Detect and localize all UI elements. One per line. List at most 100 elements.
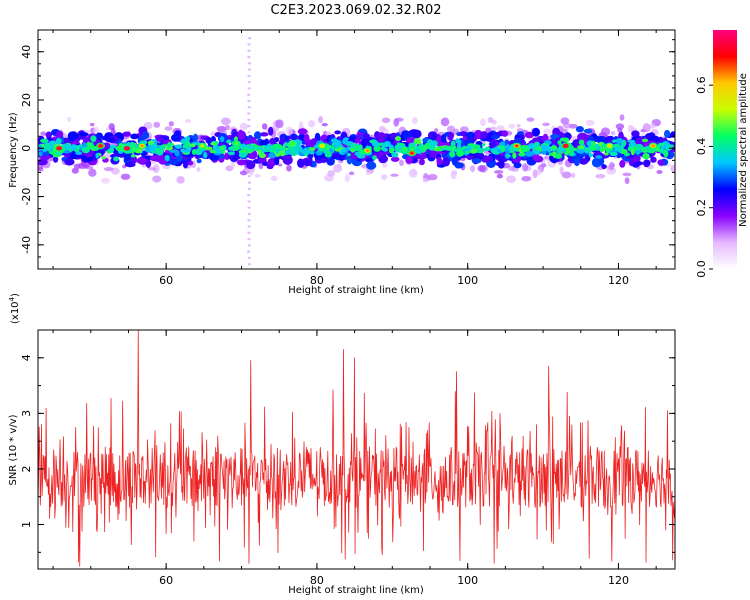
x-tick-label: 60 bbox=[159, 274, 173, 287]
heatmap-cell bbox=[442, 157, 451, 167]
heatmap-cell bbox=[434, 128, 439, 133]
heatmap-cell bbox=[543, 128, 552, 136]
heatmap-cell bbox=[479, 118, 486, 127]
heatmap-cell bbox=[93, 147, 99, 151]
heatmap-cell bbox=[619, 114, 625, 121]
heatmap-cell bbox=[247, 118, 251, 122]
snr-ylabel: SNR (10 * v/v) bbox=[8, 414, 19, 485]
heatmap-cell bbox=[382, 163, 388, 168]
colorbar-tick-label: 0.2 bbox=[695, 199, 708, 217]
heatmap-cell bbox=[398, 159, 404, 167]
heatmap-cell bbox=[277, 163, 283, 167]
heatmap-cell bbox=[247, 168, 251, 172]
heatmap-cell bbox=[441, 134, 447, 143]
heatmap-cell bbox=[247, 80, 251, 84]
heatmap-cell bbox=[152, 164, 160, 174]
heatmap-cell bbox=[516, 123, 521, 128]
heatmap-cell bbox=[268, 152, 276, 159]
heatmap-cell bbox=[562, 137, 570, 143]
heatmap-cell bbox=[203, 151, 208, 159]
heatmap-cell bbox=[56, 137, 62, 145]
heatmap-cell bbox=[469, 148, 478, 154]
heatmap-cell bbox=[103, 166, 114, 172]
heatmap-cell bbox=[665, 145, 671, 151]
heatmap-cell bbox=[431, 133, 437, 141]
heatmap-cell bbox=[449, 151, 456, 158]
heatmap-cell bbox=[282, 155, 293, 165]
heatmap-cell bbox=[532, 153, 540, 162]
heatmap-cell bbox=[238, 129, 244, 140]
heatmap-cell bbox=[440, 117, 450, 127]
heatmap-cell bbox=[615, 123, 625, 130]
heatmap-cell bbox=[234, 136, 238, 141]
heatmap-cell bbox=[620, 143, 625, 149]
heatmap-cell bbox=[603, 152, 609, 156]
heatmap-cell bbox=[588, 153, 594, 158]
heatmap-cell bbox=[532, 149, 541, 155]
heatmap-cell bbox=[541, 145, 550, 152]
heatmap-cell bbox=[542, 122, 550, 127]
heatmap-cell bbox=[70, 144, 78, 150]
heatmap-cell bbox=[247, 237, 251, 241]
heatmap-cell bbox=[288, 140, 297, 147]
heatmap-cell bbox=[433, 147, 441, 152]
heatmap-cell bbox=[366, 172, 371, 176]
heatmap-cell bbox=[247, 256, 251, 260]
heatmap-cell bbox=[293, 145, 303, 152]
heatmap-cell bbox=[321, 123, 328, 127]
heatmap-cell bbox=[42, 147, 51, 151]
heatmap-cell bbox=[130, 133, 140, 140]
heatmap-cell bbox=[506, 175, 517, 183]
heatmap-cell bbox=[389, 148, 395, 152]
heatmap-cell bbox=[109, 144, 117, 149]
heatmap-cell bbox=[182, 144, 187, 149]
heatmap-cell bbox=[362, 133, 370, 139]
heatmap-cell bbox=[132, 146, 137, 153]
heatmap-cell bbox=[497, 160, 505, 169]
heatmap-cell bbox=[456, 150, 465, 157]
heatmap-cell bbox=[635, 150, 642, 154]
heatmap-cell bbox=[600, 127, 611, 136]
heatmap-cell bbox=[663, 150, 669, 158]
heatmap-cell bbox=[81, 146, 91, 154]
heatmap-cell bbox=[378, 125, 386, 132]
x-tick-label: 120 bbox=[608, 274, 629, 287]
heatmap-cell bbox=[576, 149, 585, 154]
heatmap-cell bbox=[516, 131, 524, 136]
heatmap-cell bbox=[145, 159, 152, 169]
heatmap-cell bbox=[610, 130, 616, 136]
snr-xlabel: Height of straight line (km) bbox=[288, 585, 424, 596]
heatmap-cell bbox=[196, 167, 201, 172]
heatmap-cell bbox=[224, 124, 231, 131]
snr-series-line bbox=[38, 330, 675, 567]
heatmap-cell bbox=[601, 164, 607, 170]
snr-panel: 60 80 100 120 1 2 3 4 Height of straight line (… bbox=[8, 293, 676, 596]
y-tick-label: 2 bbox=[20, 465, 33, 472]
heatmap-cell bbox=[627, 124, 634, 133]
heatmap-strong-spot bbox=[608, 144, 611, 148]
heatmap-cell bbox=[247, 74, 251, 78]
heatmap-cell bbox=[247, 187, 251, 191]
heatmap-cell bbox=[254, 174, 261, 178]
figure-title: C2E3.2023.069.02.32.R02 bbox=[270, 3, 441, 18]
snr-multiplier-close: ) bbox=[10, 293, 21, 297]
heatmap-cell bbox=[45, 131, 52, 139]
heatmap-cell bbox=[473, 129, 483, 140]
heatmap-cell bbox=[260, 132, 269, 137]
heatmap-strong-spot bbox=[651, 144, 655, 148]
heatmap-cell bbox=[640, 147, 646, 153]
heatmap-cell bbox=[366, 161, 377, 170]
heatmap-cell bbox=[297, 158, 305, 168]
heatmap-cell bbox=[89, 122, 95, 127]
heatmap-cell bbox=[480, 131, 488, 139]
heatmap-cell bbox=[372, 155, 377, 160]
heatmap-cell bbox=[612, 139, 617, 143]
heatmap-cell bbox=[147, 167, 157, 171]
heatmap-cell bbox=[288, 149, 295, 155]
heatmap-cell bbox=[247, 55, 251, 59]
heatmap-cell bbox=[169, 149, 178, 153]
heatmap-cell bbox=[561, 171, 572, 179]
heatmap-cell bbox=[120, 173, 131, 180]
colorbar-label: Normalized spectral amplitude bbox=[738, 73, 749, 227]
heatmap-cell bbox=[494, 170, 504, 174]
